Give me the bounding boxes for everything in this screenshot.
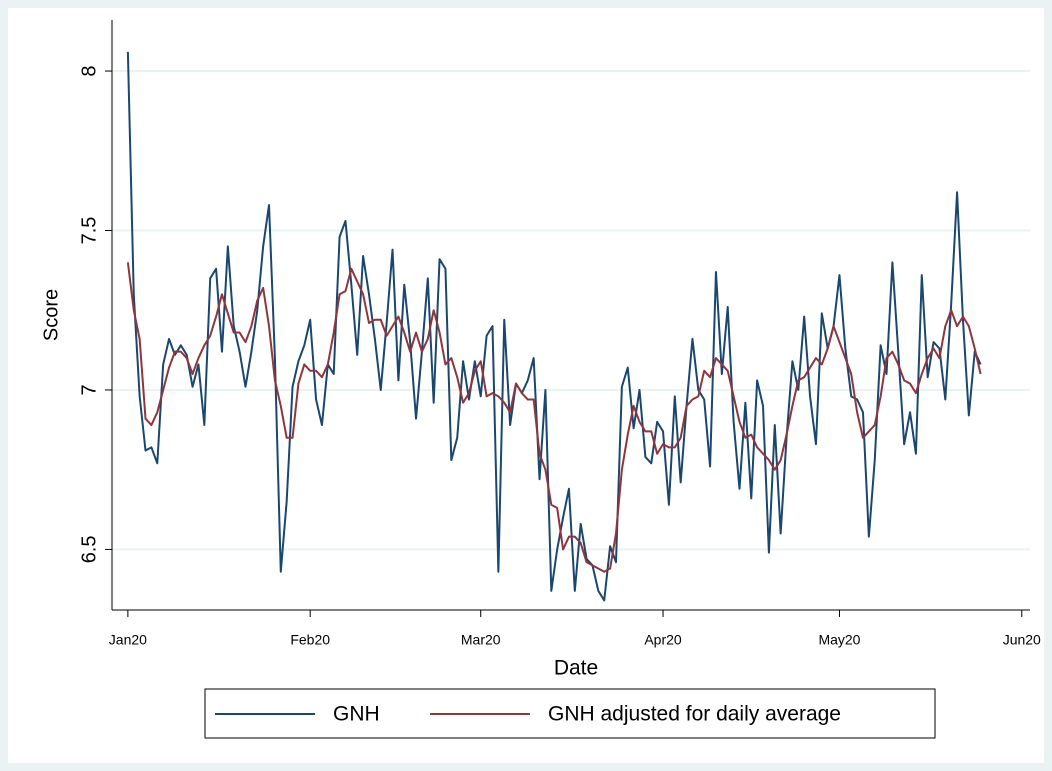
x-tick-label: May20 [818, 632, 860, 648]
legend-label: GNH adjusted for daily average [548, 703, 841, 726]
legend-box [204, 688, 936, 739]
series-line [126, 51, 982, 602]
y-tick-label: 7.5 [78, 217, 100, 245]
y-tick-label: 8 [78, 65, 100, 76]
legend-label: GNH [333, 703, 380, 726]
x-axis-title: Date [554, 657, 598, 680]
y-tick-label: 7 [78, 384, 100, 395]
x-tick-label: Apr20 [644, 632, 682, 648]
y-tick-label: 6.5 [78, 535, 100, 563]
x-tick-label: Mar20 [461, 632, 501, 648]
series-line [126, 262, 982, 573]
x-tick-label: Jun20 [1003, 632, 1041, 648]
x-tick-label: Feb20 [290, 632, 330, 648]
x-tick-label: Jan20 [109, 632, 147, 648]
y-axis-title: Score [40, 289, 62, 341]
